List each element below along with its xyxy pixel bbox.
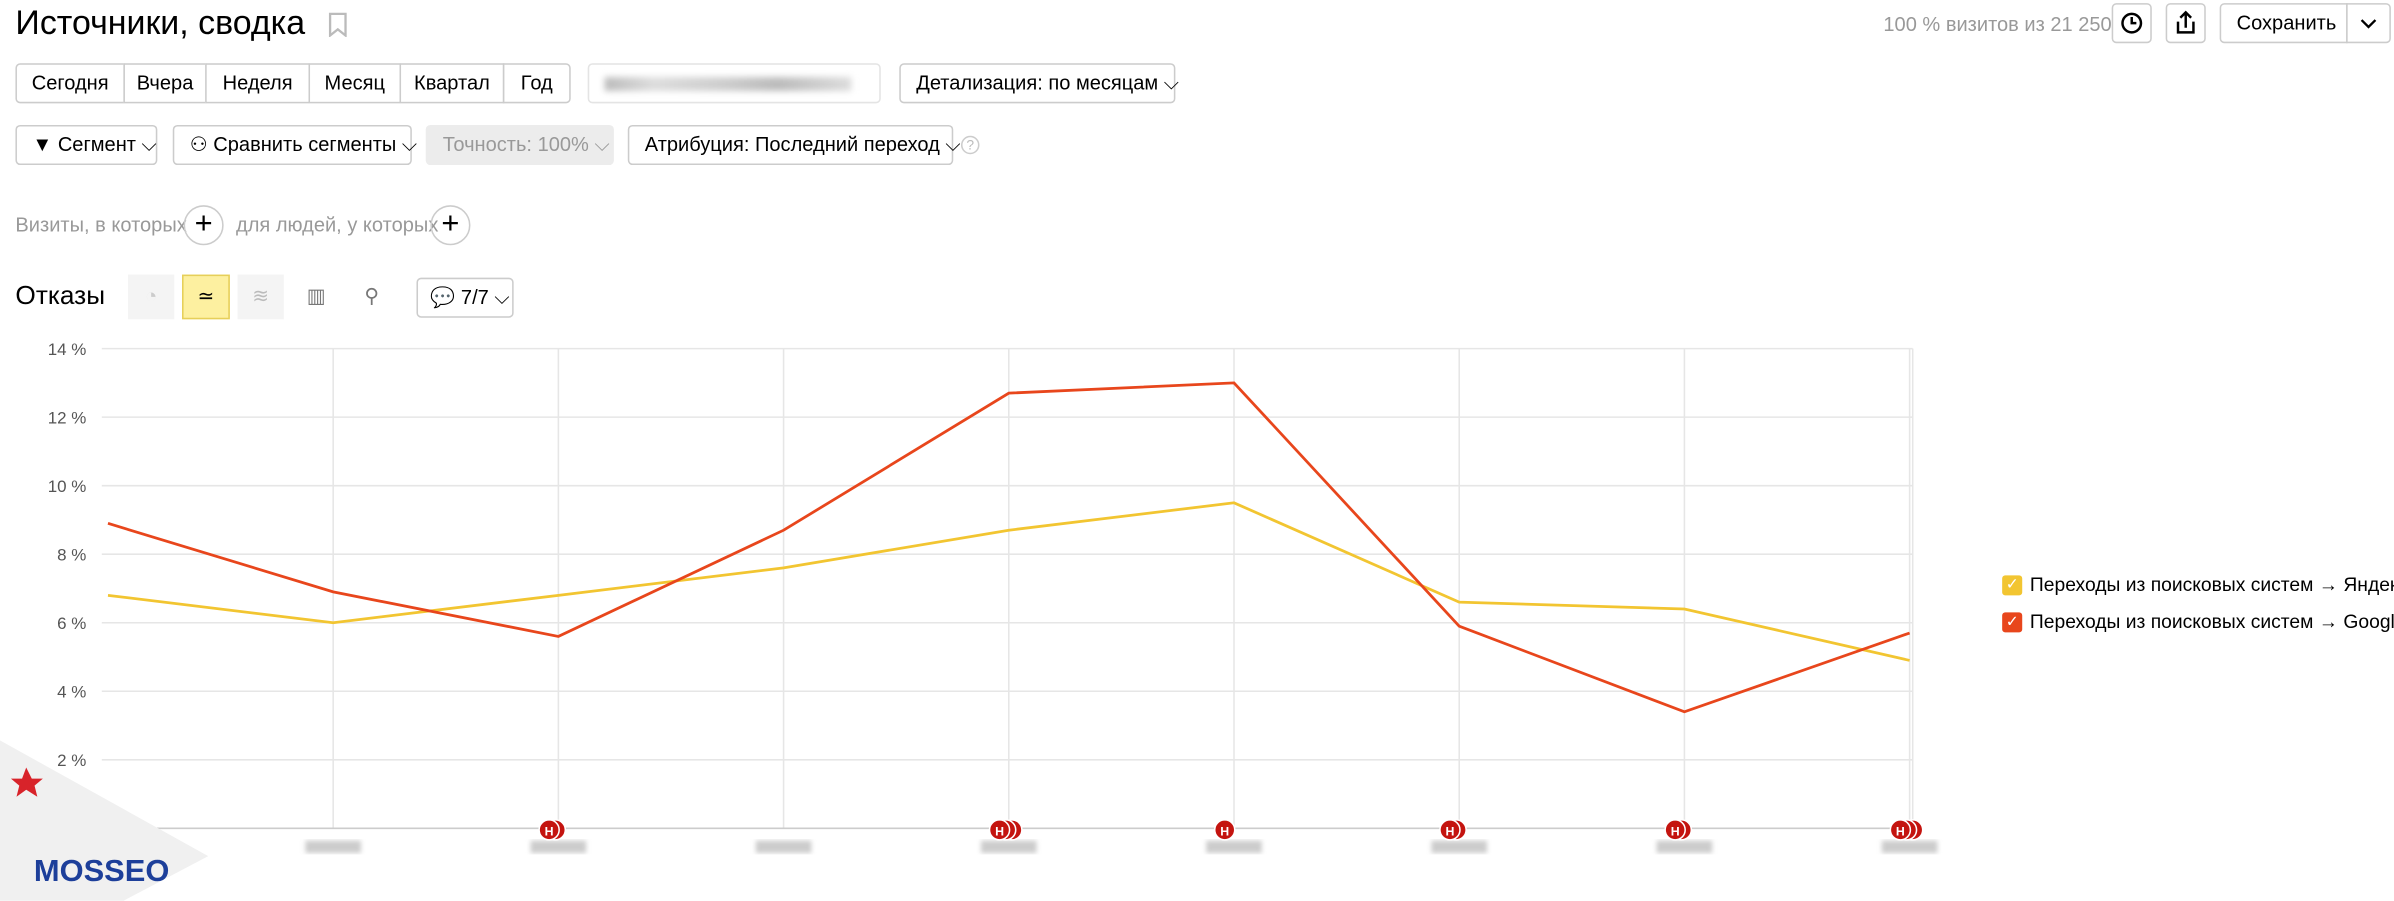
period-button[interactable]: Год [502, 63, 571, 104]
y-tick-label: 14 % [48, 340, 87, 359]
notes-count: 7/7 [460, 285, 489, 309]
y-tick-label: 8 % [57, 545, 86, 564]
holiday-label: Н [1220, 824, 1229, 838]
compare-button[interactable]: ⚇ Сравнить сегменты ⌵ [172, 124, 417, 166]
detail-dropdown[interactable]: Детализация: по месяцам ⌵ [899, 63, 1179, 104]
export-button[interactable] [2165, 3, 2206, 44]
map-view[interactable]: ⚲ [364, 283, 380, 307]
holiday-marker [988, 819, 1011, 841]
detail-label: Детализация: по месяцам [916, 70, 1159, 95]
period-button[interactable]: Месяц [308, 63, 402, 104]
holiday-marker [1439, 819, 1461, 841]
period-button[interactable]: Вчера [123, 63, 207, 104]
accuracy-label: Точность: 100% [442, 132, 589, 156]
history-button[interactable] [2111, 3, 2152, 44]
metric-title: Отказы [15, 280, 106, 311]
period-button[interactable]: Квартал [399, 63, 505, 104]
line-view[interactable]: ≃ [182, 274, 230, 320]
x-tick-label-blurred [755, 840, 812, 854]
visits-condition: Визиты, в которых [15, 212, 187, 237]
holiday-marker [1213, 819, 1236, 841]
x-tick-label-blurred [1881, 840, 1938, 854]
series-line [107, 501, 1910, 662]
people-condition: для людей, у которых [236, 212, 439, 237]
logo-star [10, 767, 43, 797]
legend-swatch[interactable]: ✓ [2002, 612, 2023, 633]
period-button[interactable]: Сегодня [15, 63, 125, 104]
pie-view[interactable]: ◔ [128, 274, 175, 320]
legend-swatch[interactable]: ✓ [2002, 575, 2023, 596]
help-icon[interactable]: ? [960, 135, 980, 155]
x-tick-label-blurred [530, 840, 587, 854]
x-tick-label-blurred [1656, 840, 1713, 854]
x-tick-label-blurred [1206, 840, 1262, 854]
save-menu[interactable] [2346, 3, 2391, 44]
holiday-marker [1664, 819, 1686, 841]
segment-button[interactable]: ▼ Сегмент ⌵ [15, 124, 158, 166]
y-tick-label: 12 % [48, 408, 87, 427]
attribution-button[interactable]: Атрибуция: Последний переход ⌵ [627, 124, 961, 166]
y-tick-label: 2 % [57, 751, 86, 770]
holiday-marker [538, 819, 560, 841]
attribution-label: Атрибуция: Последний переход [644, 132, 940, 156]
holiday-label: Н [1896, 824, 1905, 838]
y-tick-label: 10 % [48, 477, 87, 496]
accuracy-button[interactable]: Точность: 100% ⌵ [425, 124, 614, 166]
area-view[interactable]: ≋ [237, 274, 284, 320]
period-button[interactable]: Неделя [205, 63, 311, 104]
logo: MOSSEO [34, 853, 169, 888]
visits-info: 100 % визитов из 21 250 [1883, 12, 2112, 36]
bar-view[interactable]: ▥ [306, 283, 326, 307]
date-range[interactable] [587, 63, 881, 104]
legend-label[interactable]: Переходы из поисковых систем → Google [2029, 610, 2394, 633]
page-title: Источники, сводка [15, 3, 306, 42]
legend-label[interactable]: Переходы из поисковых систем → Яндекс [2029, 573, 2394, 596]
holiday-label: Н [995, 824, 1004, 838]
series-line [107, 381, 1911, 714]
holiday-label: Н [545, 824, 554, 838]
holiday-label: Н [1671, 824, 1680, 838]
add-people-condition[interactable]: + [430, 205, 471, 246]
segment-label: Сегмент [57, 132, 136, 156]
x-tick-label-blurred [981, 840, 1037, 854]
y-tick-label: 6 % [57, 614, 86, 633]
compare-label: Сравнить сегменты [213, 132, 397, 156]
x-tick-label-blurred [305, 840, 361, 854]
bookmark-icon[interactable] [327, 12, 349, 38]
add-visit-condition[interactable]: + [183, 205, 224, 246]
save-button[interactable]: Сохранить [2219, 3, 2348, 44]
logo-bg [0, 740, 209, 901]
x-tick-label-blurred [1431, 840, 1487, 854]
holiday-label: Н [1445, 824, 1454, 838]
notes-dropdown[interactable]: 💬 7/7 ⌵ [416, 277, 514, 318]
holiday-marker [1889, 819, 1912, 841]
y-tick-label: 4 % [57, 682, 86, 701]
